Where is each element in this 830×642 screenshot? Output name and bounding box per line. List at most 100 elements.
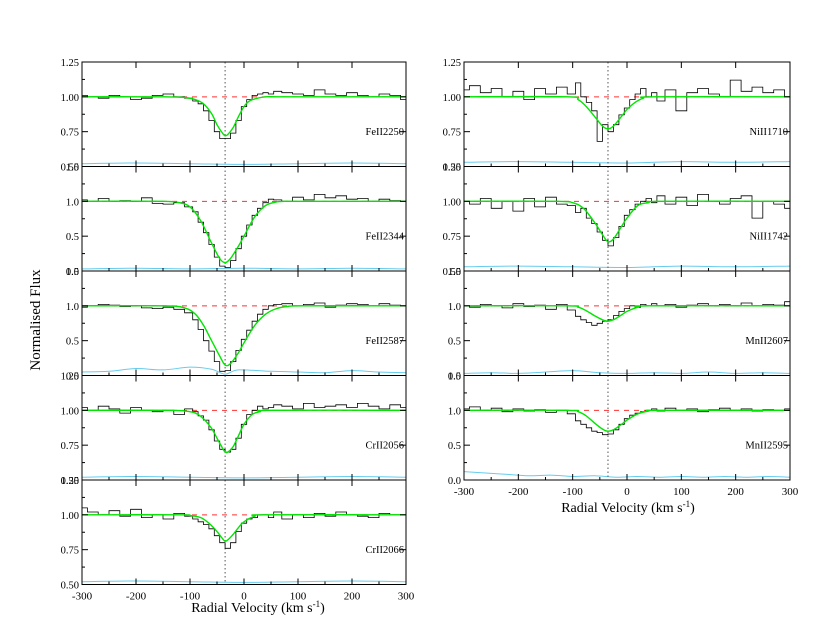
- panel-FeII2250: 0.50 0.75 1.00 1.25 FeII2250: [61, 58, 407, 174]
- xtick-label-right-6: 300: [782, 486, 799, 498]
- xtick-label-left-2: -100: [180, 591, 201, 603]
- x-axis-label-right: Radial Velocity (km s-1): [561, 499, 695, 516]
- fit-line-FeII2250: [82, 96, 406, 137]
- ytick-label-CrII2056-3: 1.25: [61, 372, 79, 383]
- ion-label-MnII2607: MnII2607: [745, 336, 788, 347]
- fit-line-FeII2344: [82, 200, 406, 264]
- xtick-label-right-1: -200: [508, 486, 529, 498]
- data-line-FeII2344: [82, 194, 406, 268]
- panel-frame-FeII2344: [81, 166, 407, 272]
- ytick-label-MnII2595-3: 1.5: [448, 372, 461, 383]
- xtick-label-left-5: 200: [344, 591, 361, 603]
- xtick-label-left-4: 100: [290, 591, 307, 603]
- panel-MnII2595: 0.0 0.5 1.0 1.5 -300 -200 -100 0 100 200 300 MnII25…: [448, 372, 799, 499]
- fit-line-FeII2587: [82, 304, 406, 367]
- xtick-label-left-0: -300: [72, 591, 93, 603]
- error-line-FeII2587: [82, 366, 406, 375]
- ytick-label-NiII1710-1: 0.75: [443, 128, 461, 139]
- panel-frame-MnII2607: [463, 270, 791, 376]
- ytick-label-FeII2344-0: 0.0: [66, 267, 79, 278]
- ytick-label-FeII2587-2: 1.0: [66, 302, 79, 313]
- panel-FeII2344: 0.0 0.5 1.0 1.5 FeII2344: [66, 163, 407, 278]
- panel-FeII2587: 0.0 0.5 1.0 1.5 FeII2587: [66, 267, 407, 383]
- x-axis-label-right-text: Radial Velocity (km s: [561, 501, 682, 516]
- ytick-label-NiII1710-0: 0.50: [443, 163, 461, 174]
- panel-NiII1742: 0.50 0.75 1.00 1.25 NiII1742: [443, 163, 791, 278]
- fit-line-CrII2066: [82, 514, 406, 543]
- ytick-label-NiII1710-2: 1.00: [443, 93, 461, 104]
- fit-line-NiII1742: [464, 200, 790, 243]
- ytick-label-NiII1742-2: 1.00: [443, 197, 461, 208]
- ytick-label-CrII2056-1: 0.75: [61, 441, 79, 452]
- y-axis-label: Normalised Flux: [28, 269, 44, 371]
- ytick-label-MnII2607-3: 1.5: [448, 267, 461, 278]
- ytick-label-FeII2344-1: 0.5: [66, 232, 79, 243]
- ytick-label-FeII2250-1: 0.75: [61, 128, 79, 139]
- ytick-label-NiII1742-1: 0.75: [443, 232, 461, 243]
- ytick-label-NiII1710-3: 1.25: [443, 58, 461, 69]
- xtick-label-left-1: -200: [126, 591, 147, 603]
- ion-label-MnII2595: MnII2595: [745, 441, 788, 452]
- ytick-label-CrII2066-3: 1.25: [61, 476, 79, 487]
- xtick-label-right-2: -100: [563, 486, 584, 498]
- ytick-label-MnII2595-0: 0.0: [448, 476, 461, 487]
- ytick-label-FeII2250-3: 1.25: [61, 58, 79, 69]
- fit-line-CrII2056: [82, 409, 406, 454]
- ytick-label-MnII2595-2: 1.0: [448, 406, 461, 417]
- panel-frame-NiII1710: [463, 61, 791, 167]
- data-line-FeII2587: [82, 302, 406, 372]
- ytick-label-FeII2587-3: 1.5: [66, 267, 79, 278]
- data-line-FeII2250: [82, 89, 406, 139]
- ion-label-CrII2066: CrII2066: [366, 545, 405, 556]
- panel-frame-MnII2595: [463, 375, 791, 481]
- ion-label-NiII1742: NiII1742: [750, 232, 789, 243]
- x-axis-label-left-close: ): [320, 601, 325, 616]
- ion-label-FeII2587: FeII2587: [366, 336, 405, 347]
- ytick-label-MnII2607-1: 0.5: [448, 337, 461, 348]
- panel-NiII1710: 0.50 0.75 1.00 1.25 NiII1710: [443, 58, 791, 174]
- x-axis-label-right-close: ): [690, 501, 695, 516]
- ytick-label-CrII2066-1: 0.75: [61, 546, 79, 557]
- ion-label-CrII2056: CrII2056: [366, 441, 405, 452]
- fit-line-NiII1710: [464, 95, 790, 130]
- ytick-label-MnII2607-2: 1.0: [448, 302, 461, 313]
- ytick-label-FeII2587-1: 0.5: [66, 337, 79, 348]
- fit-line-MnII2607: [464, 305, 790, 322]
- ytick-label-NiII1742-3: 1.25: [443, 163, 461, 174]
- data-line-CrII2066: [82, 507, 406, 549]
- panel-MnII2607: 0.0 0.5 1.0 1.5 MnII2607: [448, 267, 791, 383]
- ytick-label-MnII2595-1: 0.5: [448, 441, 461, 452]
- ion-label-NiII1710: NiII1710: [750, 127, 789, 138]
- ytick-label-FeII2344-3: 1.5: [66, 163, 79, 174]
- panel-frame-CrII2066: [81, 479, 407, 585]
- x-axis-label-left-text: Radial Velocity (km s: [191, 601, 312, 616]
- ytick-label-NiII1742-0: 0.50: [443, 267, 461, 278]
- panel-frame-FeII2250: [81, 61, 407, 167]
- fit-line-MnII2595: [464, 409, 790, 432]
- ytick-label-FeII2587-0: 0.0: [66, 372, 79, 383]
- xtick-label-right-4: 100: [673, 486, 690, 498]
- ytick-label-CrII2056-2: 1.00: [61, 406, 79, 417]
- ytick-label-CrII2066-2: 1.00: [61, 511, 79, 522]
- panel-CrII2056: 0.50 0.75 1.00 1.25 CrII2056: [61, 372, 407, 487]
- panel-frame-FeII2587: [81, 270, 407, 376]
- x-axis-label-left: Radial Velocity (km s-1): [191, 599, 325, 616]
- panel-CrII2066: 0.50 0.75 1.00 1.25 -300 -200 -100 0 100 200 300 Cr…: [61, 476, 415, 603]
- ytick-label-CrII2056-0: 0.50: [61, 476, 79, 487]
- xtick-label-left-3: 0: [241, 591, 247, 603]
- xtick-label-right-0: -300: [454, 486, 475, 498]
- ytick-label-CrII2066-0: 0.50: [61, 581, 79, 592]
- panels-group: 0.500.751.001.25FeII22500.00.51.01.5FeII…: [61, 58, 799, 603]
- ytick-label-FeII2250-0: 0.50: [61, 163, 79, 174]
- data-line-NiII1710: [464, 79, 790, 142]
- data-line-NiII1742: [464, 194, 790, 247]
- xtick-label-right-5: 200: [727, 486, 744, 498]
- data-line-MnII2607: [464, 301, 790, 326]
- x-axis-label-left-sup: -1: [313, 599, 321, 609]
- ion-label-FeII2250: FeII2250: [366, 127, 405, 138]
- ion-label-FeII2344: FeII2344: [366, 232, 405, 243]
- xtick-label-right-3: 0: [624, 486, 630, 498]
- panel-frame-CrII2056: [81, 375, 407, 481]
- ytick-label-FeII2344-2: 1.0: [66, 197, 79, 208]
